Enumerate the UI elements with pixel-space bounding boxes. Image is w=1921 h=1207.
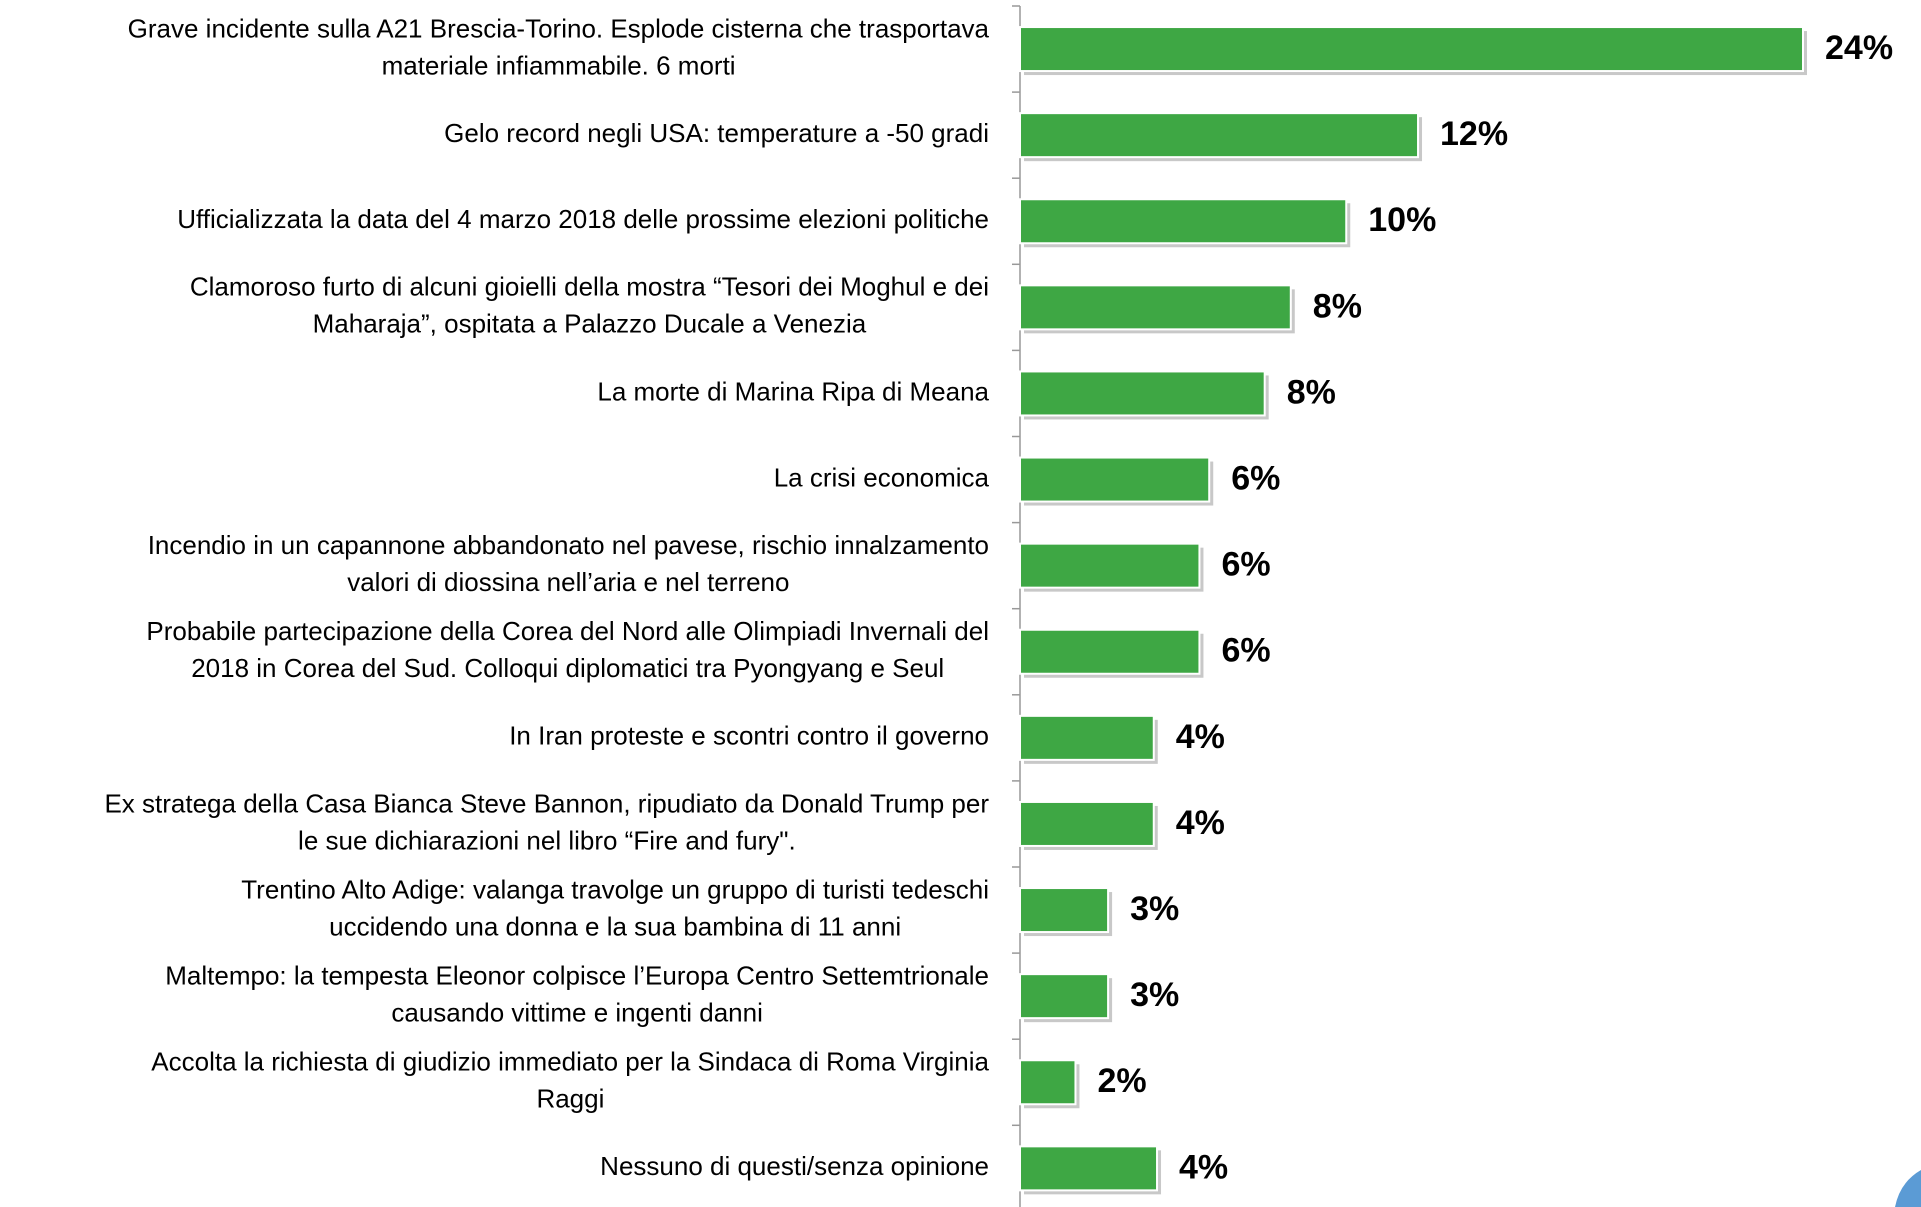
value-label: 6%	[1221, 546, 1270, 584]
bar	[1019, 370, 1266, 417]
category-label: Trentino Alto Adige: valanga travolge un…	[241, 874, 989, 904]
value-label: 6%	[1231, 460, 1280, 498]
corner-decoration	[1895, 1170, 1921, 1207]
category-label: Gelo record negli USA: temperature a -50…	[444, 118, 989, 148]
category-label: causando vittime e ingenti danni	[391, 998, 762, 1028]
value-label: 8%	[1287, 373, 1336, 411]
bar	[1019, 1059, 1077, 1106]
category-label: Maharaja”, ospitata a Palazzo Ducale a V…	[313, 309, 867, 339]
category-label: Maltempo: la tempesta Eleonor colpisce l…	[165, 961, 989, 991]
bar	[1019, 973, 1110, 1020]
value-label: 2%	[1097, 1062, 1146, 1100]
bar	[1019, 112, 1420, 159]
category-label: Raggi	[536, 1084, 604, 1114]
category-label: Clamoroso furto di alcuni gioielli della…	[190, 272, 989, 302]
bar	[1019, 714, 1155, 761]
value-label: 4%	[1176, 804, 1225, 842]
bar	[1019, 26, 1804, 73]
value-label: 6%	[1221, 632, 1270, 670]
value-label: 8%	[1313, 287, 1362, 325]
value-label: 4%	[1179, 1148, 1228, 1186]
value-label: 12%	[1440, 115, 1508, 153]
bar	[1019, 284, 1292, 331]
category-label: Ex stratega della Casa Bianca Steve Bann…	[104, 788, 989, 818]
category-label: Grave incidente sulla A21 Brescia-Torino…	[128, 13, 990, 43]
bar	[1019, 198, 1348, 245]
category-label: Nessuno di questi/senza opinione	[600, 1151, 989, 1181]
category-label: Ufficializzata la data del 4 marzo 2018 …	[177, 204, 989, 234]
bar	[1019, 456, 1211, 503]
category-label: valori di diossina nell’aria e nel terre…	[347, 567, 789, 597]
category-label: La crisi economica	[774, 462, 990, 492]
value-label: 4%	[1176, 718, 1225, 756]
category-label: materiale infiammabile. 6 morti	[382, 50, 736, 80]
value-label: 24%	[1825, 29, 1893, 67]
category-label: uccidendo una donna e la sua bambina di …	[329, 911, 901, 941]
category-label: Accolta la richiesta di giudizio immedia…	[151, 1047, 989, 1077]
bar	[1019, 800, 1155, 847]
value-label: 3%	[1130, 976, 1179, 1014]
bar	[1019, 628, 1201, 675]
bar	[1019, 542, 1201, 589]
category-label: 2018 in Corea del Sud. Colloqui diplomat…	[191, 653, 944, 683]
bar	[1019, 1145, 1159, 1192]
category-label: La morte di Marina Ripa di Meana	[597, 376, 989, 406]
bar	[1019, 887, 1110, 934]
category-label: In Iran proteste e scontri contro il gov…	[509, 721, 989, 751]
category-label: le sue dichiarazioni nel libro “Fire and…	[298, 825, 796, 855]
value-label: 3%	[1130, 890, 1179, 928]
category-label: Probabile partecipazione della Corea del…	[146, 616, 989, 646]
category-label: Incendio in un capannone abbandonato nel…	[148, 530, 989, 560]
value-label: 10%	[1368, 201, 1436, 239]
